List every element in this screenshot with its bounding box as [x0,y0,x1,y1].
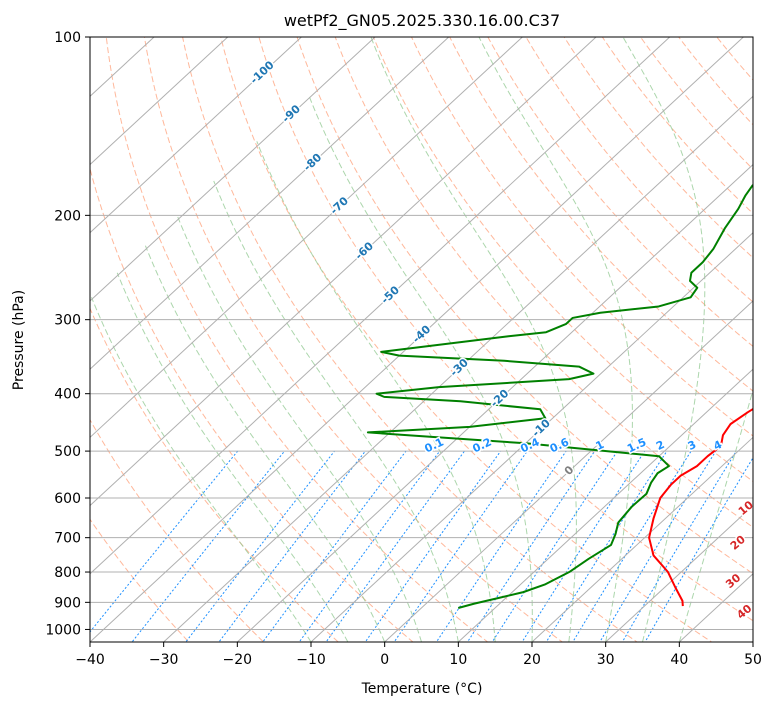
y-tick-label: 400 [54,387,81,403]
isotherm [90,37,671,575]
dry-adiabat [449,37,753,392]
dry-adiabat [334,37,753,528]
dry-adiabat [525,37,753,303]
isotherm [310,232,753,642]
isotherm [678,573,753,642]
dry-adiabat [601,37,753,215]
mixing-ratio-label: 0.2 [470,435,493,455]
dry-adiabat [90,418,265,642]
y-tick-label: 900 [54,595,81,611]
background-lines [0,10,775,654]
line-labels: -100-90-80-70-60-50-40-30-20-10010203040… [246,57,765,623]
isotherm-label: -100 [248,58,277,87]
x-tick-label: −10 [296,652,326,668]
mixing-ratio-line [644,456,753,642]
profiles [366,183,753,609]
mixing-ratio-line [185,450,335,642]
dry-adiabat [90,166,414,642]
y-tick-label: 700 [54,531,81,547]
dry-adiabat-label: 30 [723,571,743,591]
dry-adiabat-label: 20 [728,533,748,553]
isotherm [384,300,753,642]
y-tick-label: 500 [54,444,81,460]
mixing-ratio-line [90,450,239,633]
mixing-ratio-label: 1.5 [625,435,648,455]
y-tick-label: 800 [54,565,81,581]
dry-adiabat [182,37,638,642]
isotherm [90,37,744,642]
isotherm [236,163,753,642]
dry-adiabat [733,10,775,654]
y-tick-label: 100 [54,30,81,46]
y-tick-label: 300 [54,313,81,329]
moist-adiabat [478,37,633,642]
pressure-gridlines [90,37,753,630]
dry-adiabat [770,10,775,654]
isotherm [90,37,302,234]
moist-adiabat [213,180,459,642]
dry-adiabat [105,37,489,642]
dry-adiabat [90,518,190,642]
chart-title: wetPf2_GN05.2025.330.16.00.C37 [284,11,560,31]
x-tick-label: 0 [380,652,389,668]
dry-adiabat [639,37,753,170]
x-tick-label: −20 [223,652,253,668]
isotherm [90,37,523,439]
mixing-ratio-line [435,450,567,642]
isotherm [531,436,753,642]
moist-adiabat [622,37,706,642]
isotherm [0,37,7,642]
moist-adiabat [256,141,496,642]
x-tick-label: 30 [597,652,615,668]
isotherm [90,37,597,507]
isotherm [90,37,450,370]
y-axis: 100 200 300 400 500 600 700 800 900 1000 [45,30,90,638]
x-tick-label: −30 [149,652,179,668]
mixing-ratio-label: 0.6 [548,435,571,455]
y-tick-label: 200 [54,208,81,224]
isotherm [457,368,753,642]
x-tick-label: 10 [449,652,467,668]
x-axis-label: Temperature (°C) [361,681,483,697]
x-tick-label: 40 [670,652,688,668]
isotherm [90,37,376,302]
mixing-ratio-line [218,450,366,642]
moist-adiabat [144,245,386,642]
dry-adiabat [220,37,713,642]
mixing-ratio-line [262,450,407,642]
mixing-ratio-line [466,450,596,642]
plot-frame [89,36,754,643]
dewpoint-profile [366,183,753,609]
x-axis: −40 −30 −20 −10 0 10 20 30 40 50 [75,642,762,668]
isotherm [605,504,753,642]
moist-adiabat [116,272,349,642]
moist-adiabat [370,37,577,642]
moist-adiabat [678,388,753,642]
y-axis-label: Pressure (hPa) [11,290,27,390]
dry-adiabat [296,37,753,575]
dry-adiabat [143,37,564,642]
dry-adiabat [90,307,339,642]
dry-adiabat [677,37,753,126]
y-tick-label: 1000 [45,622,81,638]
x-tick-label: −40 [75,652,105,668]
dry-adiabat [258,37,753,622]
isotherm [90,37,229,166]
y-tick-label: 600 [54,491,81,507]
moist-adiabat [176,215,422,642]
dry-adiabat-label: 40 [734,602,754,622]
isotherm [752,641,753,642]
mixing-ratio-line [621,450,737,642]
moist-adiabat [307,94,533,642]
x-tick-label: 20 [523,652,541,668]
temperature-profile [648,407,753,607]
dry-adiabat [410,37,753,437]
mixing-ratio-line [298,450,441,642]
x-tick-label: 50 [744,652,762,668]
moist-adiabat [91,297,312,642]
mixing-ratio-label: 6 [752,438,765,453]
